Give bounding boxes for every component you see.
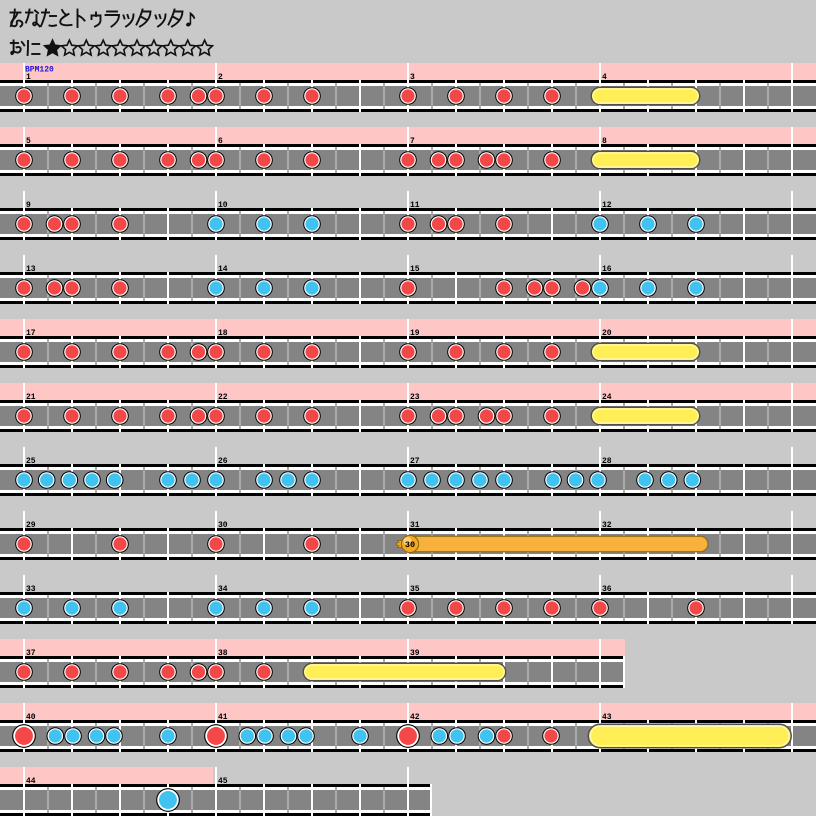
svg-text:15: 15 xyxy=(410,265,420,274)
svg-text:3: 3 xyxy=(410,73,415,82)
svg-text:12: 12 xyxy=(602,201,612,210)
svg-text:11: 11 xyxy=(410,201,420,210)
svg-text:20: 20 xyxy=(602,329,612,338)
svg-text:29: 29 xyxy=(26,521,36,530)
svg-text:35: 35 xyxy=(410,585,420,594)
svg-text:2: 2 xyxy=(218,73,223,82)
svg-text:BPM120: BPM120 xyxy=(25,66,54,75)
svg-text:42: 42 xyxy=(410,713,420,722)
svg-text:5: 5 xyxy=(26,137,31,146)
svg-text:16: 16 xyxy=(602,265,612,274)
svg-text:24: 24 xyxy=(602,393,612,402)
svg-text:33: 33 xyxy=(26,585,36,594)
svg-text:17: 17 xyxy=(26,329,36,338)
svg-text:30: 30 xyxy=(218,521,228,530)
svg-text:14: 14 xyxy=(218,265,228,274)
svg-text:25: 25 xyxy=(26,457,36,466)
svg-text:30: 30 xyxy=(405,540,415,550)
svg-text:43: 43 xyxy=(602,713,612,722)
svg-text:22: 22 xyxy=(218,393,228,402)
svg-text:1: 1 xyxy=(26,73,31,82)
svg-text:8: 8 xyxy=(602,137,607,146)
svg-text:13: 13 xyxy=(26,265,36,274)
svg-text:32: 32 xyxy=(602,521,612,530)
svg-text:18: 18 xyxy=(218,329,228,338)
svg-text:4: 4 xyxy=(602,73,607,82)
svg-text:21: 21 xyxy=(26,393,36,402)
svg-text:19: 19 xyxy=(410,329,420,338)
svg-text:38: 38 xyxy=(218,649,228,658)
svg-text:41: 41 xyxy=(218,713,228,722)
svg-text:28: 28 xyxy=(602,457,612,466)
svg-text:6: 6 xyxy=(218,137,223,146)
svg-text:39: 39 xyxy=(410,649,420,658)
svg-text:36: 36 xyxy=(602,585,612,594)
svg-text:44: 44 xyxy=(26,777,36,786)
svg-text:9: 9 xyxy=(26,201,31,210)
svg-text:40: 40 xyxy=(26,713,36,722)
svg-text:27: 27 xyxy=(410,457,420,466)
svg-text:26: 26 xyxy=(218,457,228,466)
svg-text:45: 45 xyxy=(218,777,228,786)
svg-text:23: 23 xyxy=(410,393,420,402)
svg-text:7: 7 xyxy=(410,137,415,146)
svg-text:31: 31 xyxy=(410,521,420,530)
svg-text:34: 34 xyxy=(218,585,228,594)
svg-text:37: 37 xyxy=(26,649,36,658)
svg-text:10: 10 xyxy=(218,201,228,210)
